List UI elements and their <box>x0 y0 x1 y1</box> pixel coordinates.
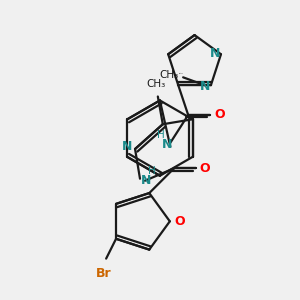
Text: N: N <box>162 138 172 151</box>
Text: H: H <box>148 166 156 176</box>
Text: O: O <box>175 215 185 228</box>
Text: CH₃: CH₃ <box>159 70 178 80</box>
Text: O: O <box>214 109 225 122</box>
Text: H: H <box>157 130 164 140</box>
Text: Br: Br <box>96 266 112 280</box>
Text: N: N <box>210 47 220 60</box>
Text: N: N <box>122 140 132 152</box>
Text: CH₃: CH₃ <box>146 79 166 88</box>
Text: O: O <box>200 162 210 175</box>
Text: methyl: methyl <box>179 73 184 74</box>
Text: N: N <box>200 80 210 93</box>
Text: N: N <box>141 174 151 187</box>
